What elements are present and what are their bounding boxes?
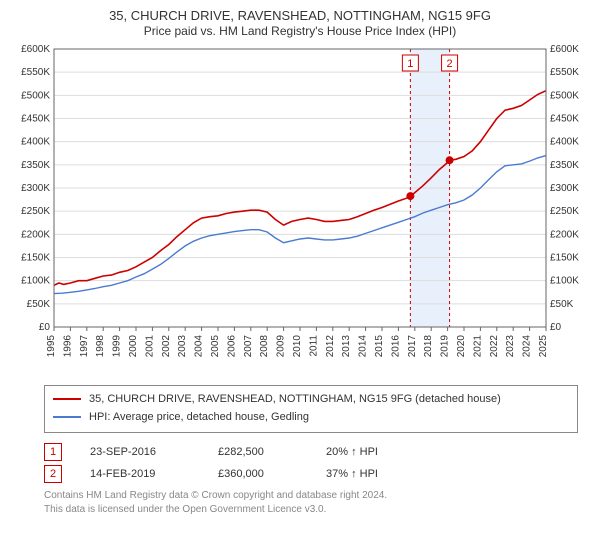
- svg-text:£100K: £100K: [550, 276, 579, 287]
- legend-row: 35, CHURCH DRIVE, RAVENSHEAD, NOTTINGHAM…: [53, 390, 569, 408]
- svg-text:£200K: £200K: [21, 230, 50, 241]
- svg-text:1995: 1995: [46, 335, 57, 358]
- chart-area: £0 £0 £50K £50K £100K £100K £150K £150K £200K £20…: [12, 45, 588, 375]
- sale-marker: 2: [44, 465, 62, 483]
- svg-text:2008: 2008: [259, 335, 270, 358]
- sale-date: 23-SEP-2016: [90, 446, 190, 458]
- svg-text:£0: £0: [39, 322, 51, 333]
- sale-row: 1 23-SEP-2016 £282,500 20% ↑ HPI: [44, 441, 578, 463]
- svg-text:£600K: £600K: [21, 45, 50, 55]
- svg-text:1: 1: [407, 58, 413, 70]
- sale-price: £360,000: [218, 468, 298, 480]
- sale-rows: 1 23-SEP-2016 £282,500 20% ↑ HPI 2 14-FEB-201…: [44, 441, 578, 485]
- svg-text:1996: 1996: [62, 335, 73, 358]
- svg-text:£250K: £250K: [21, 206, 50, 217]
- titles: 35, CHURCH DRIVE, RAVENSHEAD, NOTTINGHAM…: [10, 8, 590, 39]
- sale-marker: 1: [44, 443, 62, 461]
- svg-text:£400K: £400K: [550, 137, 579, 148]
- svg-text:2004: 2004: [194, 335, 205, 358]
- svg-text:2025: 2025: [538, 335, 549, 358]
- svg-text:2015: 2015: [374, 335, 385, 358]
- svg-text:£150K: £150K: [550, 253, 579, 264]
- svg-text:£200K: £200K: [550, 230, 579, 241]
- svg-text:£600K: £600K: [550, 45, 579, 55]
- svg-text:2: 2: [447, 58, 453, 70]
- svg-text:2021: 2021: [472, 335, 483, 358]
- svg-text:£50K: £50K: [550, 299, 574, 310]
- svg-text:£350K: £350K: [21, 160, 50, 171]
- legend-swatch: [53, 416, 81, 418]
- svg-text:2002: 2002: [161, 335, 172, 358]
- sale-pct-vs-hpi: 37% ↑ HPI: [326, 468, 378, 480]
- svg-text:£300K: £300K: [21, 183, 50, 194]
- svg-text:2006: 2006: [226, 335, 237, 358]
- svg-text:2009: 2009: [276, 335, 287, 358]
- svg-text:2012: 2012: [325, 335, 336, 358]
- svg-text:2007: 2007: [243, 335, 254, 358]
- svg-text:2013: 2013: [341, 335, 352, 358]
- svg-text:1999: 1999: [112, 335, 123, 358]
- svg-text:2020: 2020: [456, 335, 467, 358]
- svg-text:2014: 2014: [358, 335, 369, 358]
- svg-text:£0: £0: [550, 322, 562, 333]
- svg-text:2019: 2019: [440, 335, 451, 358]
- legend-row: HPI: Average price, detached house, Gedl…: [53, 408, 569, 426]
- legend-label: 35, CHURCH DRIVE, RAVENSHEAD, NOTTINGHAM…: [89, 393, 501, 405]
- svg-text:£450K: £450K: [21, 114, 50, 125]
- svg-text:2016: 2016: [390, 335, 401, 358]
- svg-text:2003: 2003: [177, 335, 188, 358]
- svg-text:2011: 2011: [308, 335, 319, 357]
- svg-text:£500K: £500K: [550, 91, 579, 102]
- title-main: 35, CHURCH DRIVE, RAVENSHEAD, NOTTINGHAM…: [10, 8, 590, 24]
- svg-text:2022: 2022: [489, 335, 500, 358]
- sale-pct-vs-hpi: 20% ↑ HPI: [326, 446, 378, 458]
- svg-text:1998: 1998: [95, 335, 106, 358]
- svg-text:£550K: £550K: [550, 67, 579, 78]
- svg-text:£300K: £300K: [550, 183, 579, 194]
- svg-text:£250K: £250K: [550, 206, 579, 217]
- svg-text:2000: 2000: [128, 335, 139, 358]
- svg-text:2001: 2001: [144, 335, 155, 358]
- sale-date: 14-FEB-2019: [90, 468, 190, 480]
- svg-text:£450K: £450K: [550, 114, 579, 125]
- svg-text:1997: 1997: [79, 335, 90, 358]
- legend-swatch: [53, 398, 81, 400]
- svg-text:£350K: £350K: [550, 160, 579, 171]
- svg-text:2024: 2024: [522, 335, 533, 358]
- svg-text:2018: 2018: [423, 335, 434, 358]
- price-vs-hpi-line-chart: £0 £0 £50K £50K £100K £100K £150K £150K £200K £20…: [12, 45, 588, 375]
- chart-container: 35, CHURCH DRIVE, RAVENSHEAD, NOTTINGHAM…: [0, 0, 600, 560]
- svg-text:£400K: £400K: [21, 137, 50, 148]
- footer-line-1: Contains HM Land Registry data © Crown c…: [44, 489, 578, 503]
- svg-text:£150K: £150K: [21, 253, 50, 264]
- footer: Contains HM Land Registry data © Crown c…: [44, 489, 578, 516]
- svg-text:£100K: £100K: [21, 276, 50, 287]
- svg-text:2005: 2005: [210, 335, 221, 358]
- svg-text:2010: 2010: [292, 335, 303, 358]
- legend: 35, CHURCH DRIVE, RAVENSHEAD, NOTTINGHAM…: [44, 385, 578, 433]
- footer-line-2: This data is licensed under the Open Gov…: [44, 503, 578, 517]
- legend-label: HPI: Average price, detached house, Gedl…: [89, 411, 309, 423]
- svg-text:£500K: £500K: [21, 91, 50, 102]
- svg-text:£50K: £50K: [27, 299, 51, 310]
- svg-text:£550K: £550K: [21, 67, 50, 78]
- sale-row: 2 14-FEB-2019 £360,000 37% ↑ HPI: [44, 463, 578, 485]
- svg-text:2023: 2023: [505, 335, 516, 358]
- sale-price: £282,500: [218, 446, 298, 458]
- svg-text:2017: 2017: [407, 335, 418, 358]
- title-sub: Price paid vs. HM Land Registry's House …: [10, 24, 590, 39]
